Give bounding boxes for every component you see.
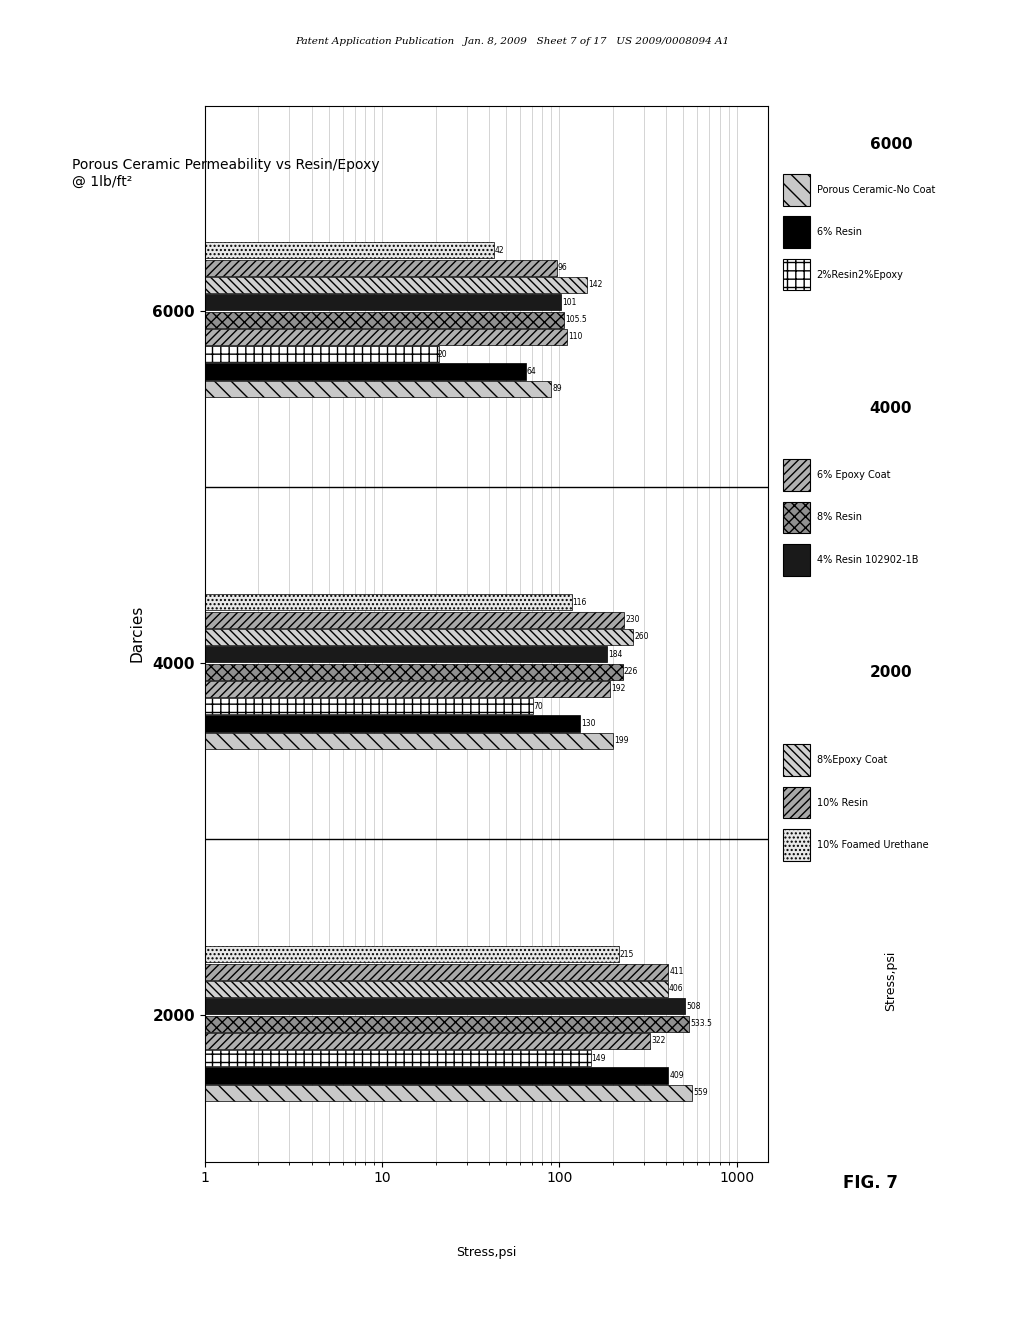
Text: 149: 149 — [592, 1053, 606, 1063]
Text: 508: 508 — [686, 1002, 700, 1011]
Text: 199: 199 — [614, 737, 629, 746]
Bar — [205, 294, 561, 310]
Bar — [205, 964, 669, 979]
Bar — [205, 611, 624, 628]
Text: 4000: 4000 — [869, 401, 912, 416]
FancyBboxPatch shape — [782, 259, 810, 290]
Text: FIG. 7: FIG. 7 — [843, 1173, 898, 1192]
Text: Patent Application Publication   Jan. 8, 2009   Sheet 7 of 17   US 2009/0008094 : Patent Application Publication Jan. 8, 2… — [295, 37, 729, 46]
Bar — [205, 594, 571, 610]
Text: 64: 64 — [526, 367, 537, 376]
Bar — [205, 733, 612, 748]
Text: Porous Ceramic-No Coat: Porous Ceramic-No Coat — [816, 185, 935, 195]
Bar — [205, 628, 633, 645]
FancyBboxPatch shape — [782, 544, 810, 576]
Bar — [205, 1085, 692, 1101]
Bar — [205, 1068, 668, 1084]
Bar — [205, 260, 557, 276]
Bar — [205, 698, 534, 714]
Text: 8% Resin: 8% Resin — [816, 512, 861, 523]
FancyBboxPatch shape — [782, 787, 810, 818]
Text: Stress,psi: Stress,psi — [457, 1246, 516, 1259]
Text: 110: 110 — [568, 333, 583, 342]
Bar — [205, 981, 668, 997]
Text: 101: 101 — [562, 298, 577, 306]
Text: 70: 70 — [534, 702, 544, 710]
Bar — [205, 715, 581, 731]
Bar — [205, 243, 495, 259]
Text: 2%Resin2%Epoxy: 2%Resin2%Epoxy — [816, 269, 903, 280]
Bar — [205, 1051, 591, 1067]
Text: 8%Epoxy Coat: 8%Epoxy Coat — [816, 755, 887, 766]
FancyBboxPatch shape — [782, 174, 810, 206]
Text: Porous Ceramic Permeability vs Resin/Epoxy
@ 1lb/ft²: Porous Ceramic Permeability vs Resin/Epo… — [72, 158, 379, 189]
Text: 406: 406 — [669, 985, 683, 994]
Text: 96: 96 — [558, 263, 567, 272]
Bar — [205, 1032, 650, 1049]
Text: 6% Epoxy Coat: 6% Epoxy Coat — [816, 470, 890, 480]
Text: 411: 411 — [670, 968, 684, 977]
Bar — [205, 312, 564, 327]
Bar — [205, 946, 618, 962]
Bar — [205, 277, 587, 293]
Bar — [205, 647, 607, 663]
Text: 184: 184 — [608, 649, 623, 659]
Text: 215: 215 — [620, 950, 634, 958]
Text: Stress,psi: Stress,psi — [885, 950, 897, 1011]
Bar — [205, 346, 439, 362]
FancyBboxPatch shape — [782, 744, 810, 776]
FancyBboxPatch shape — [782, 502, 810, 533]
Text: 322: 322 — [651, 1036, 666, 1045]
Text: 409: 409 — [670, 1071, 684, 1080]
Bar — [205, 664, 623, 680]
Text: 130: 130 — [582, 719, 596, 729]
Bar — [205, 1015, 688, 1032]
Text: Darcies: Darcies — [130, 605, 144, 663]
Text: 116: 116 — [572, 598, 587, 607]
Text: 10% Foamed Urethane: 10% Foamed Urethane — [816, 840, 928, 850]
Text: 142: 142 — [588, 280, 602, 289]
Text: 2000: 2000 — [869, 665, 912, 680]
Bar — [205, 363, 526, 380]
Text: 42: 42 — [495, 246, 504, 255]
Bar — [205, 380, 551, 397]
FancyBboxPatch shape — [782, 829, 810, 861]
Text: 533.5: 533.5 — [690, 1019, 712, 1028]
Text: 89: 89 — [552, 384, 561, 393]
Bar — [205, 998, 685, 1014]
Text: 10% Resin: 10% Resin — [816, 797, 867, 808]
Text: 230: 230 — [625, 615, 640, 624]
Bar — [205, 329, 567, 345]
Text: 20: 20 — [437, 350, 446, 359]
Text: 226: 226 — [624, 667, 638, 676]
Text: 4% Resin 102902-1B: 4% Resin 102902-1B — [816, 554, 919, 565]
Text: 559: 559 — [693, 1088, 709, 1097]
Text: 6% Resin: 6% Resin — [816, 227, 861, 238]
Text: 6000: 6000 — [869, 137, 912, 152]
FancyBboxPatch shape — [782, 459, 810, 491]
FancyBboxPatch shape — [782, 216, 810, 248]
Text: 105.5: 105.5 — [565, 315, 587, 325]
Text: 192: 192 — [611, 684, 626, 693]
Text: 260: 260 — [635, 632, 649, 642]
Bar — [205, 681, 610, 697]
